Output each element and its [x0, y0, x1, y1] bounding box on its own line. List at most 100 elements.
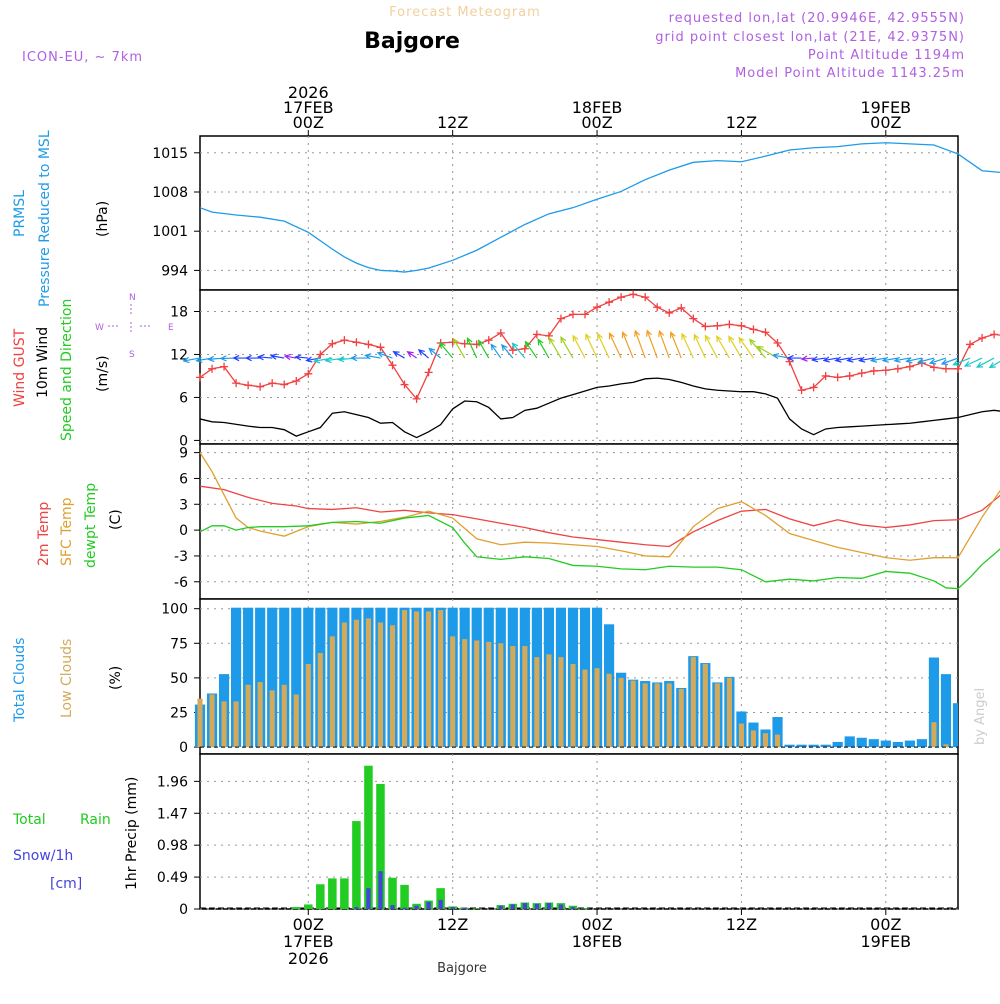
top-time-label: 12Z	[726, 113, 757, 132]
low-cloud-bar	[714, 683, 720, 748]
gust-marker	[725, 320, 734, 329]
gust-marker	[376, 343, 385, 352]
wind-arrow	[975, 357, 995, 368]
sfc-label: SFC Temp	[59, 497, 75, 566]
compass-south: S	[129, 350, 135, 360]
precip-snow-bar	[570, 907, 576, 909]
total-cloud-bar	[279, 607, 290, 748]
top-time-label: 2026	[288, 83, 329, 102]
pressure-label-2: Pressure Reduced to MSL	[37, 130, 53, 307]
wind-arrow	[428, 347, 442, 359]
wind-arrow	[244, 354, 261, 362]
footer-location: Bajgore	[437, 961, 487, 976]
point-altitude: Point Altitude 1194m	[808, 48, 965, 63]
low-cloud-bar	[726, 677, 732, 748]
wind-arrow	[548, 336, 562, 359]
gust-marker	[520, 344, 529, 353]
wind-arrow	[439, 341, 454, 359]
t2m-label: 2m Temp	[36, 502, 52, 566]
temp-ytick-label: -6	[174, 575, 188, 591]
gust-marker	[761, 328, 770, 337]
gust-marker	[340, 336, 349, 345]
temp-ytick-label: 3	[179, 497, 188, 513]
precip-frame	[199, 753, 959, 910]
gust-marker	[857, 369, 866, 378]
precip-total-bar	[388, 877, 397, 909]
total-cloud-bar	[243, 607, 254, 748]
precip-snow-bar	[462, 907, 467, 909]
wind-arrow	[182, 356, 201, 364]
cloud-ytick-label: 0	[179, 740, 188, 756]
precip-total-bar	[472, 908, 481, 909]
wind-units: (m/s)	[95, 355, 111, 392]
wind-arrow	[988, 360, 1000, 369]
low-cloud-bar	[329, 636, 335, 748]
gust-marker	[388, 361, 397, 370]
precip-ytick-label: 0.98	[157, 838, 188, 854]
wind-arrow	[869, 356, 886, 363]
gust-marker	[496, 328, 505, 337]
gust-marker	[845, 371, 854, 380]
gust-marker	[532, 330, 541, 339]
low-cloud-bar	[438, 610, 444, 748]
low-cloud-bar	[534, 657, 540, 748]
wind-arrow	[560, 335, 574, 359]
total-cloud-bar	[231, 607, 242, 748]
precip-snow-bar	[402, 907, 407, 909]
gust-marker	[364, 340, 373, 349]
low-cloud-bar	[522, 646, 528, 748]
wind-arrow	[634, 329, 646, 359]
gust-marker	[689, 314, 698, 323]
precip-ytick-label: 0	[179, 902, 188, 918]
gust-marker	[268, 379, 277, 388]
precip-total-bar	[400, 884, 409, 909]
wind-arrow	[800, 355, 814, 362]
cloud-ytick-label: 50	[170, 671, 188, 687]
temp-ytick-label: -3	[174, 549, 188, 565]
wind-arrow	[952, 357, 971, 366]
top-time-label: 00Z	[581, 113, 612, 132]
low-cloud-bar	[233, 701, 239, 748]
precip-snow-bar	[522, 903, 527, 909]
low-cloud-bar	[678, 688, 684, 748]
wind-arrow	[728, 335, 742, 359]
low-cloud-bar	[317, 652, 323, 748]
gust-marker	[232, 379, 241, 388]
wind-arrow	[881, 356, 898, 363]
wind-arrow	[786, 354, 802, 362]
wind-arrow	[585, 332, 598, 359]
precip-snow-bar	[390, 905, 395, 909]
top-time-label: 19FEB	[860, 98, 911, 117]
gust-marker	[665, 308, 674, 317]
wind-arrow	[452, 337, 466, 359]
wind-arrow	[466, 336, 478, 359]
low-cloud-bar	[462, 639, 468, 748]
bottom-time-label: 00Z	[293, 915, 324, 934]
wind-frame	[199, 289, 959, 445]
precip-total-bar	[304, 904, 313, 909]
compass-lines	[108, 304, 152, 334]
gust-marker	[328, 339, 337, 348]
precip-snow-bar	[426, 901, 431, 909]
total-cloud-bar	[820, 744, 831, 748]
gust-marker	[568, 310, 577, 319]
precip-units: 1hr Precip (mm)	[124, 777, 140, 890]
pressure-ytick-label: 1008	[152, 185, 188, 201]
chart-title: Forecast Meteogram	[389, 5, 541, 20]
low-cloud-bar	[642, 683, 648, 748]
gust-marker	[990, 330, 999, 339]
gust-marker	[809, 383, 818, 392]
wind-arrow	[905, 357, 923, 364]
gust-marker	[941, 364, 950, 373]
low-cloud-bar	[426, 611, 432, 748]
gust-marker	[556, 314, 565, 323]
wind-arrow	[693, 333, 706, 359]
cloud-ytick-label: 100	[161, 602, 188, 618]
wind-arrow	[681, 332, 694, 359]
bottom-time-label: 12Z	[437, 915, 468, 934]
low-cloud-bar	[774, 734, 781, 748]
low-cloud-bar	[389, 625, 396, 748]
gust-marker	[256, 382, 265, 391]
total-cloud-bar	[844, 736, 855, 748]
precip-ytick-label: 0.49	[157, 870, 188, 886]
